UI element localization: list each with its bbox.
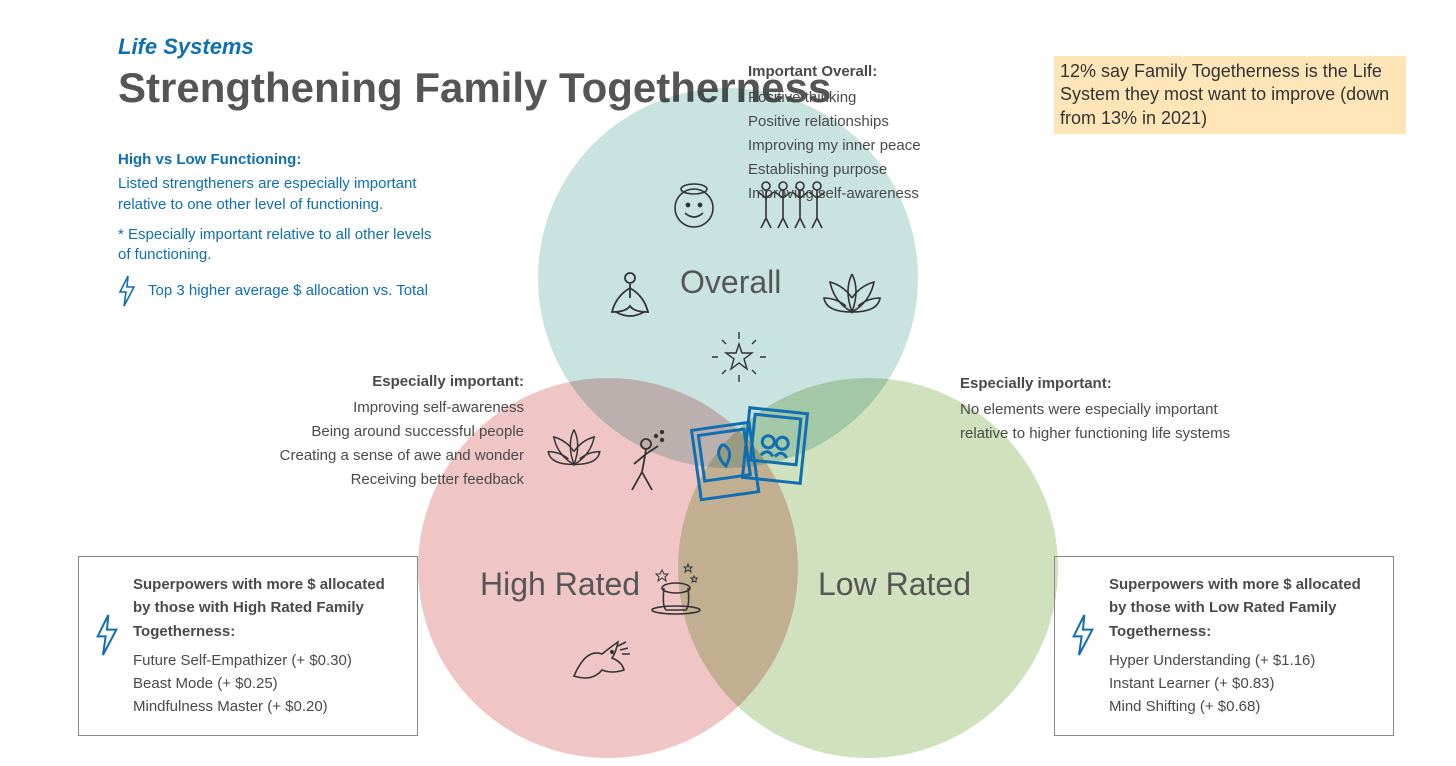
box-low-item: Instant Learner (+ $0.83) bbox=[1109, 672, 1377, 695]
callout-high-item: Receiving better feedback bbox=[234, 468, 524, 492]
lightning-icon bbox=[118, 275, 136, 307]
callout-overall-hdr: Important Overall: bbox=[748, 60, 1008, 84]
box-low-item: Hyper Understanding (+ $1.16) bbox=[1109, 649, 1377, 672]
lightning-icon bbox=[95, 613, 119, 657]
box-high-hdr: Superpowers with more $ allocated by tho… bbox=[133, 573, 401, 643]
callout-high-item: Creating a sense of awe and wonder bbox=[234, 444, 524, 468]
box-low-hdr: Superpowers with more $ allocated by tho… bbox=[1109, 573, 1377, 643]
dove-icon bbox=[568, 640, 632, 690]
legend-label: High vs Low Functioning: bbox=[118, 150, 448, 170]
box-high-item: Mindfulness Master (+ $0.20) bbox=[133, 695, 401, 718]
lightning-icon bbox=[1071, 613, 1095, 657]
box-high-item: Beast Mode (+ $0.25) bbox=[133, 672, 401, 695]
callout-overall-item: Improving my inner peace bbox=[748, 134, 1008, 158]
callout-low-hdr: Especially important: bbox=[960, 372, 1260, 396]
lotus-icon bbox=[822, 268, 882, 318]
meditate-icon bbox=[602, 268, 658, 324]
sparkle-star-icon bbox=[712, 330, 766, 384]
dancer-icon bbox=[622, 430, 670, 496]
crowd-icon bbox=[756, 178, 826, 230]
callout-overall-item: Positive thinking bbox=[748, 86, 1008, 110]
callout-high-item: Improving self-awareness bbox=[234, 396, 524, 420]
callout-overall-item: Positive relationships bbox=[748, 110, 1008, 134]
box-high-item: Future Self-Empathizer (+ $0.30) bbox=[133, 649, 401, 672]
magic-hat-icon bbox=[648, 560, 704, 616]
superpower-box-high: Superpowers with more $ allocated by tho… bbox=[78, 556, 418, 736]
callout-high: Especially important: Improving self-awa… bbox=[234, 370, 524, 492]
callout-high-item: Being around successful people bbox=[234, 420, 524, 444]
eyebrow: Life Systems bbox=[118, 34, 254, 60]
legend-block: High vs Low Functioning: Listed strength… bbox=[118, 150, 448, 307]
callout-low-text: No elements were especially important re… bbox=[960, 398, 1260, 446]
infographic-canvas: Life Systems Strengthening Family Togeth… bbox=[0, 0, 1456, 766]
callout-high-hdr: Especially important: bbox=[234, 370, 524, 394]
superpower-box-low: Superpowers with more $ allocated by tho… bbox=[1054, 556, 1394, 736]
box-low-item: Mind Shifting (+ $0.68) bbox=[1109, 695, 1377, 718]
smiley-icon bbox=[668, 178, 720, 230]
legend-line-2: * Especially important relative to all o… bbox=[118, 225, 448, 266]
callout-low: Especially important: No elements were e… bbox=[960, 372, 1260, 446]
venn-label-high: High Rated bbox=[480, 566, 640, 603]
venn-label-low: Low Rated bbox=[818, 566, 971, 603]
lotus-icon bbox=[544, 424, 604, 470]
venn-label-overall: Overall bbox=[680, 264, 781, 301]
highlight-note: 12% say Family Togetherness is the Life … bbox=[1054, 56, 1406, 134]
legend-line-1: Listed strengtheners are especially impo… bbox=[118, 174, 448, 215]
legend-bolt-note: Top 3 higher average $ allocation vs. To… bbox=[148, 281, 428, 301]
photo-frames-icon bbox=[690, 400, 810, 510]
